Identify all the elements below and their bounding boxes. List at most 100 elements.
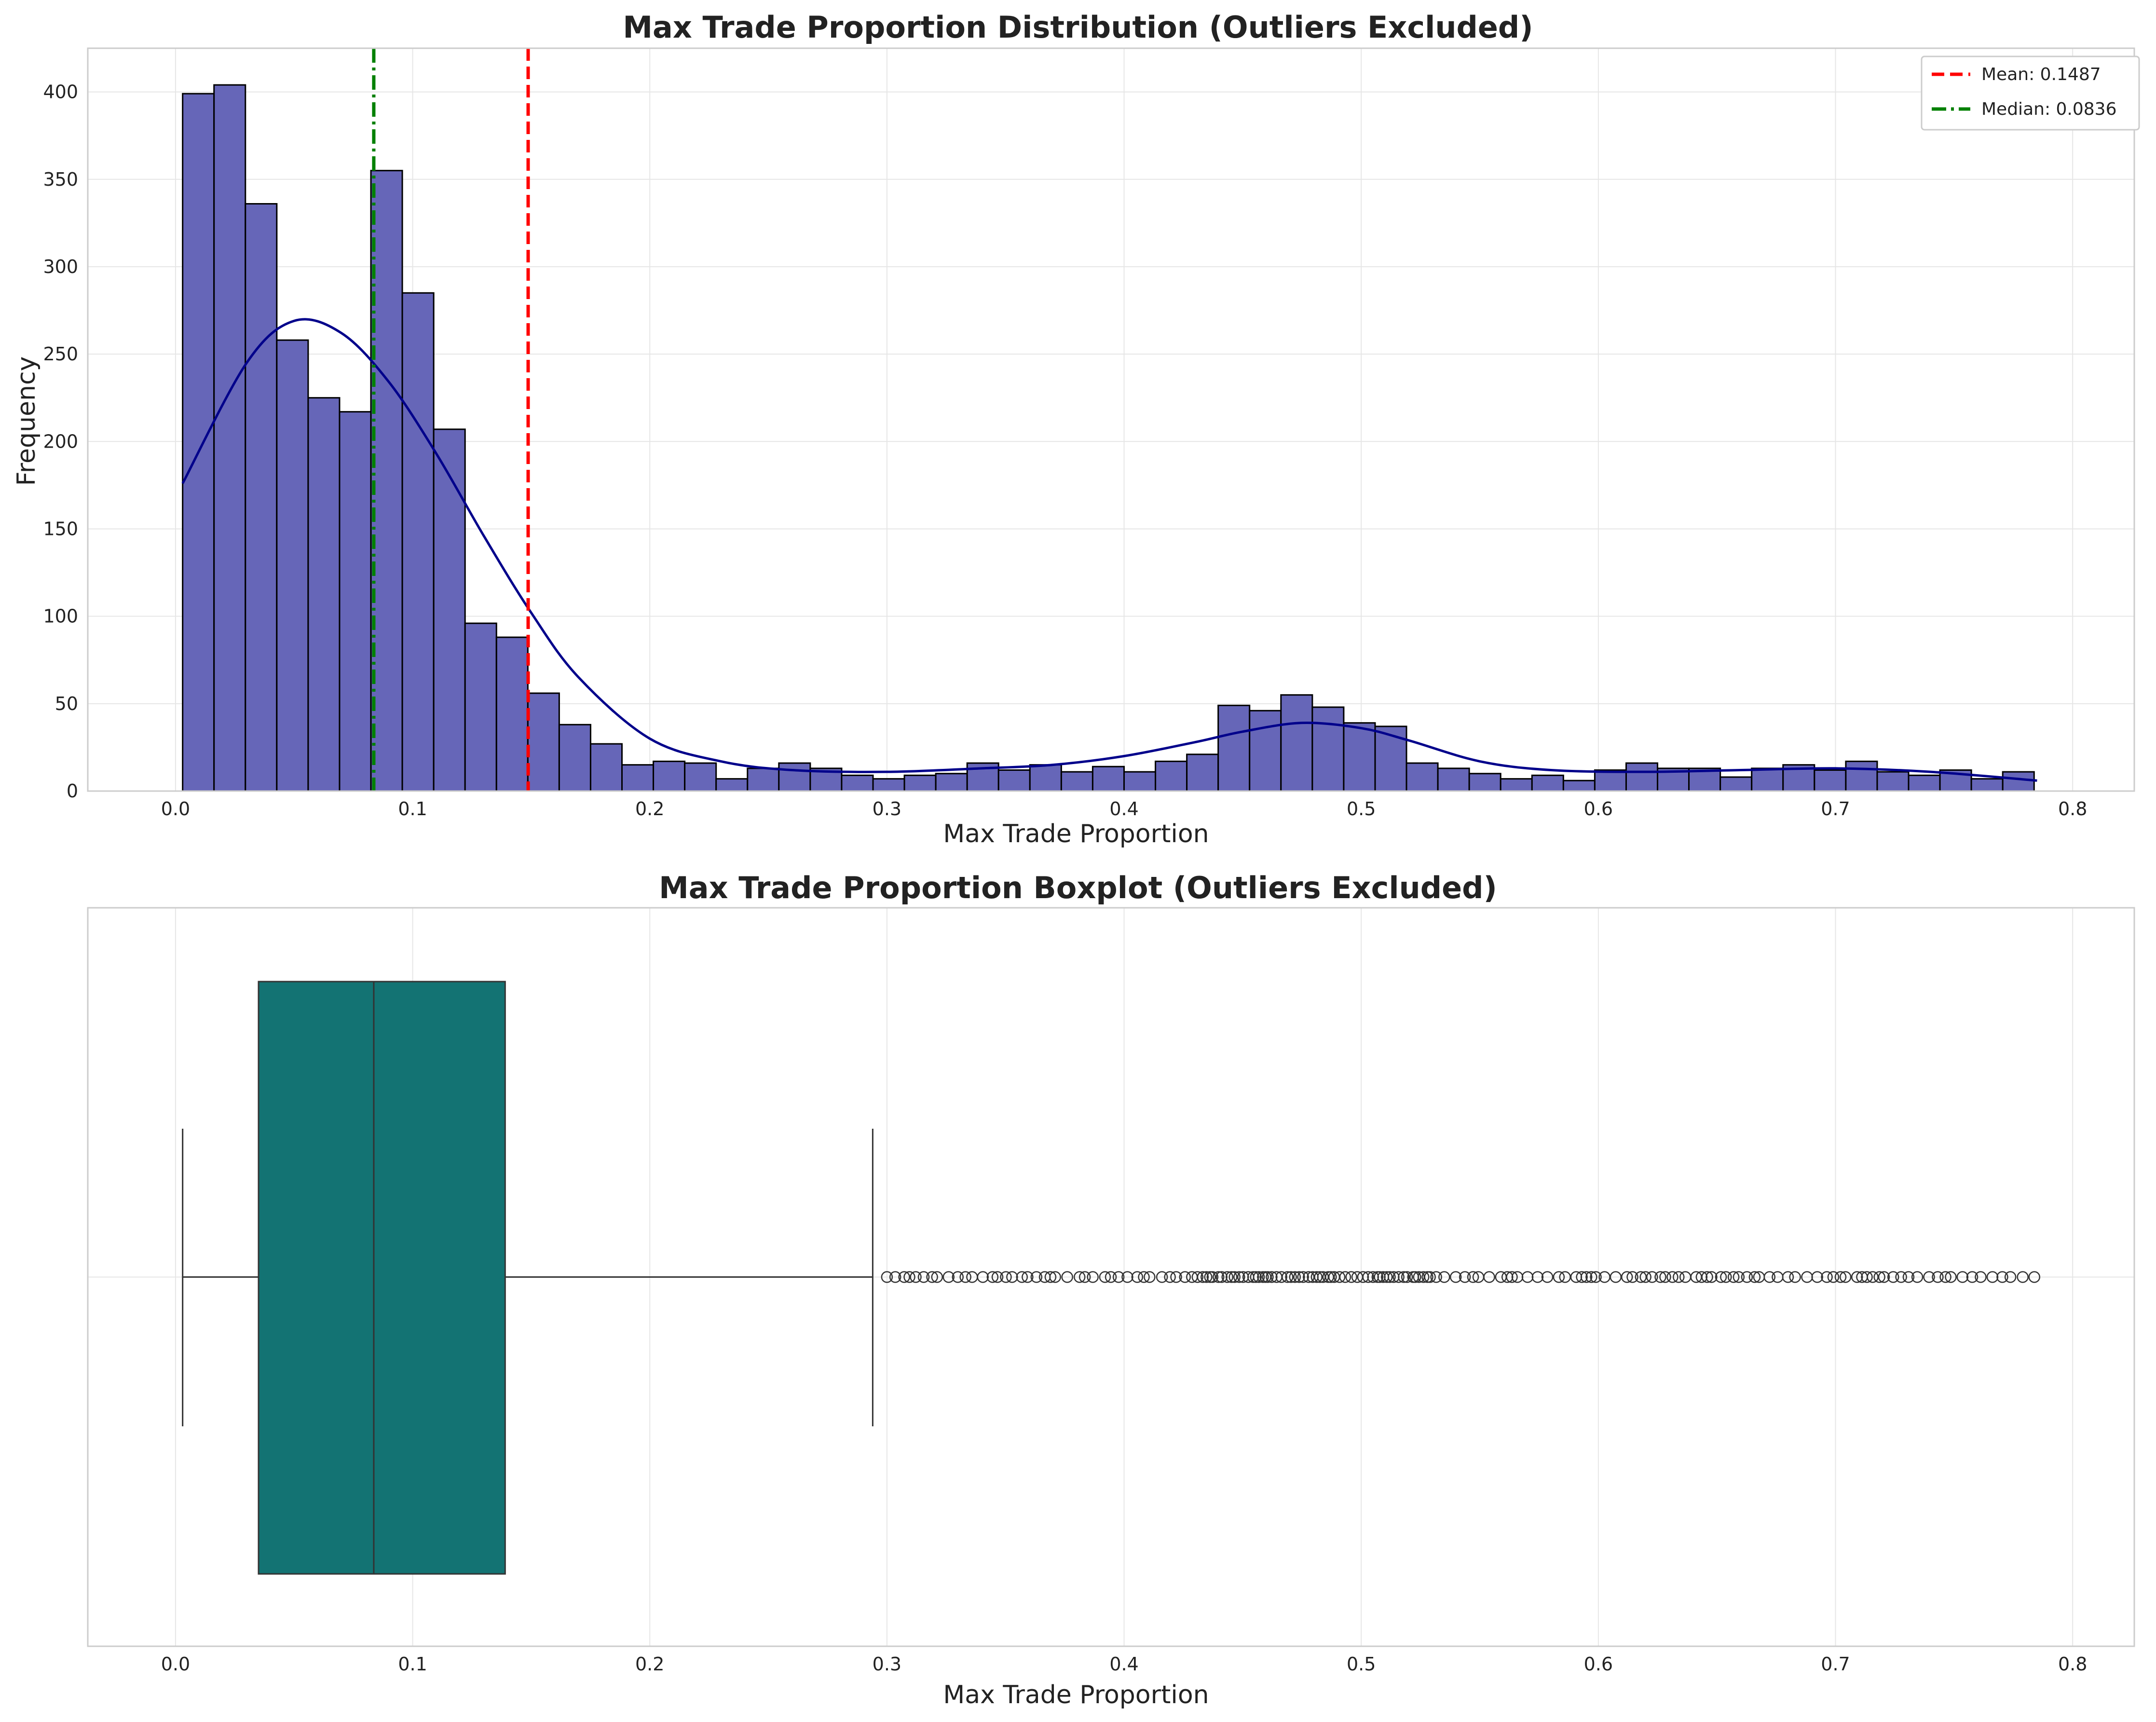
- histogram-title: Max Trade Proportion Distribution (Outli…: [623, 10, 1533, 45]
- histogram-bar: [495, 636, 529, 792]
- x-tick-label: 0.6: [1584, 1654, 1613, 1675]
- outlier-point: [1695, 1271, 1708, 1283]
- histogram-bar: [2002, 771, 2035, 792]
- outlier-point: [1197, 1271, 1209, 1283]
- outlier-point: [1073, 1271, 1086, 1283]
- histogram-bar: [1060, 771, 1093, 792]
- outlier-point: [1861, 1271, 1873, 1283]
- outlier-point: [1659, 1271, 1671, 1283]
- histogram-bar: [213, 84, 246, 792]
- outlier-point: [1763, 1271, 1776, 1283]
- outlier-point: [1000, 1271, 1012, 1283]
- outlier-point: [1986, 1271, 1999, 1283]
- outlier-point: [1966, 1271, 1979, 1283]
- outlier-point: [1061, 1271, 1073, 1283]
- y-tick-label: 300: [43, 256, 78, 277]
- x-tick-label: 0.8: [2058, 798, 2087, 820]
- x-tick-label: 0.0: [161, 798, 190, 820]
- histogram-y-axis-label: Frequency: [12, 356, 41, 486]
- outlier-point: [1006, 1271, 1018, 1283]
- outlier-point: [1666, 1271, 1678, 1283]
- outlier-point: [1022, 1271, 1034, 1283]
- outlier-point: [1610, 1271, 1622, 1283]
- y-tick-label: 200: [43, 431, 78, 452]
- x-tick-label: 0.7: [1821, 798, 1850, 820]
- outlier-point: [1105, 1271, 1117, 1283]
- histogram-bar: [747, 767, 780, 792]
- outlier-point: [1262, 1271, 1274, 1283]
- outlier-point: [1821, 1271, 1833, 1283]
- y-tick-label: 400: [43, 82, 78, 103]
- outlier-point: [1401, 1271, 1413, 1283]
- histogram-bar: [997, 769, 1031, 792]
- outlier-point: [986, 1271, 999, 1283]
- histogram-bar: [245, 203, 278, 792]
- histogram-bar: [589, 743, 623, 792]
- kde-curve: [181, 318, 2037, 782]
- x-tick-label: 0.2: [635, 1654, 664, 1675]
- outlier-point: [1179, 1271, 1191, 1283]
- outlier-point: [1112, 1271, 1125, 1283]
- outlier-point: [1782, 1271, 1794, 1283]
- outlier-point: [1156, 1271, 1168, 1283]
- outlier-point: [917, 1271, 930, 1283]
- outlier-point: [1339, 1271, 1351, 1283]
- histogram-bar: [1249, 710, 1282, 792]
- outlier-point: [1467, 1271, 1479, 1283]
- outlier-point: [1282, 1271, 1294, 1283]
- outlier-point: [1867, 1271, 1879, 1283]
- outlier-point: [2017, 1271, 2029, 1283]
- histogram-bar: [1437, 767, 1470, 792]
- outlier-point: [1827, 1271, 1840, 1283]
- outlier-point: [1225, 1271, 1238, 1283]
- outlier-point: [1720, 1271, 1732, 1283]
- histogram-bar: [1970, 778, 2004, 792]
- y-tick-label: 100: [43, 606, 78, 627]
- outlier-point: [1228, 1271, 1241, 1283]
- histogram-bar: [1500, 778, 1533, 792]
- outlier-point: [1553, 1271, 1565, 1283]
- legend-box: [1921, 55, 2140, 131]
- outlier-point: [1016, 1271, 1028, 1283]
- outlier-point: [2004, 1271, 2017, 1283]
- outlier-point: [1275, 1271, 1287, 1283]
- histogram-bar: [1280, 694, 1313, 792]
- x-tick-label: 0.7: [1821, 1654, 1850, 1675]
- outlier-point: [1895, 1271, 1907, 1283]
- histogram-bar: [903, 774, 937, 792]
- outlier-point: [991, 1271, 1004, 1283]
- outlier-point: [1576, 1271, 1588, 1283]
- outlier-point: [1585, 1271, 1597, 1283]
- outlier-point: [1049, 1271, 1061, 1283]
- outlier-point: [1646, 1271, 1658, 1283]
- outlier-point: [1839, 1271, 1852, 1283]
- histogram-bar: [872, 778, 905, 792]
- outlier-point: [1506, 1271, 1518, 1283]
- boxplot-x-ticks: 0.0 0.1 0.2 0.3 0.4 0.5 0.6 0.7 0.8: [161, 1654, 2088, 1675]
- x-tick-label: 0.5: [1347, 1654, 1376, 1675]
- outlier-point: [1541, 1271, 1554, 1283]
- outlier-point: [1221, 1271, 1234, 1283]
- outlier-point: [1639, 1271, 1651, 1283]
- outlier-point: [1706, 1271, 1718, 1283]
- outlier-point: [2028, 1271, 2041, 1283]
- outlier-point: [1380, 1271, 1393, 1283]
- histogram-bar: [182, 93, 215, 792]
- outlier-point: [1044, 1271, 1057, 1283]
- histogram-x-ticks: 0.0 0.1 0.2 0.3 0.4 0.5 0.6 0.7 0.8: [161, 798, 2088, 820]
- histogram-bar: [1594, 769, 1627, 792]
- x-tick-label: 0.6: [1584, 798, 1613, 820]
- outlier-point: [881, 1271, 893, 1283]
- histogram-panel: Max Trade Proportion Distribution (Outli…: [12, 10, 2140, 848]
- outlier-point: [1580, 1271, 1593, 1283]
- outlier-point: [1362, 1271, 1375, 1283]
- outlier-point: [1233, 1271, 1245, 1283]
- outlier-point: [1215, 1271, 1228, 1283]
- outlier-point: [910, 1271, 922, 1283]
- y-tick-label: 350: [43, 169, 78, 190]
- outlier-point: [1851, 1271, 1863, 1283]
- outlier-point: [1293, 1271, 1305, 1283]
- outlier-point: [1733, 1271, 1745, 1283]
- outlier-point: [1911, 1271, 1924, 1283]
- histogram-bar: [684, 762, 717, 792]
